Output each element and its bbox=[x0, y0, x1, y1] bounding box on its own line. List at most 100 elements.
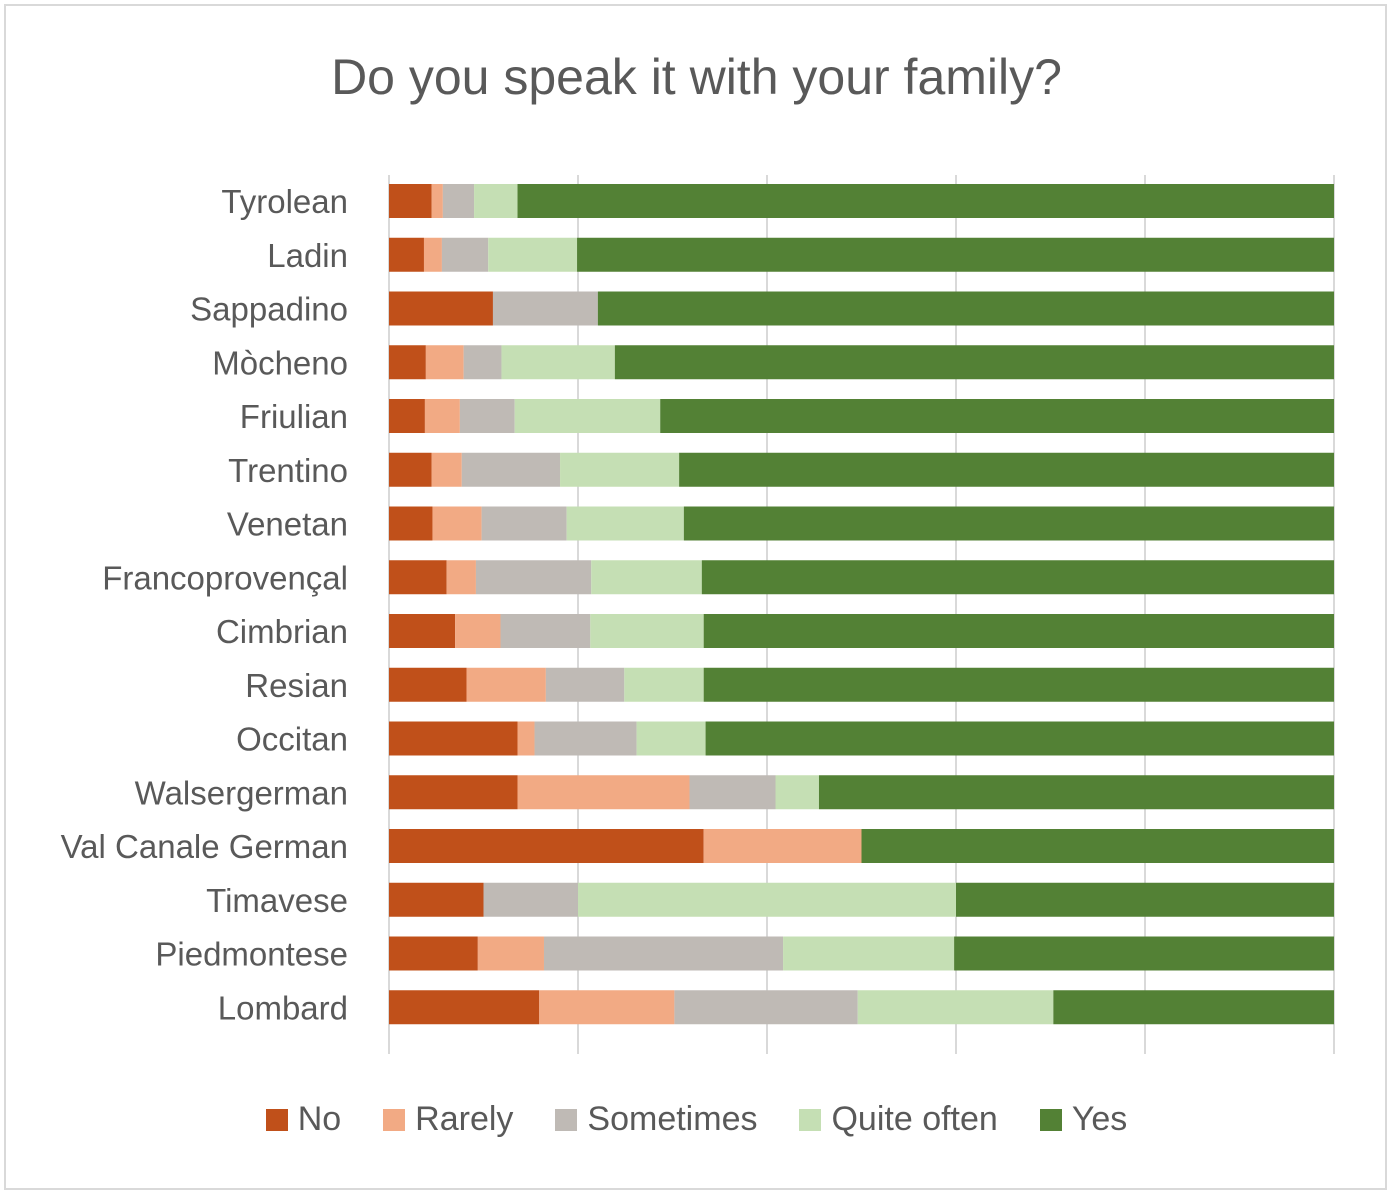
legend-label: Yes bbox=[1071, 1100, 1128, 1138]
bar-segment-no bbox=[389, 667, 467, 702]
bar-segment-rarely bbox=[446, 560, 476, 595]
category-label: Cimbrian bbox=[216, 613, 348, 650]
bar-segment-quite-often bbox=[857, 990, 1054, 1025]
bar-segment-quite-often bbox=[560, 452, 680, 487]
bar-segment-no bbox=[389, 882, 484, 917]
bar-segment-yes bbox=[679, 452, 1334, 487]
bar-segment-yes bbox=[577, 237, 1334, 272]
bar-segment-rarely bbox=[431, 184, 443, 218]
bar-segment-rarely bbox=[423, 237, 442, 272]
legend-label: Sometimes bbox=[587, 1100, 758, 1138]
bar-segment-rarely bbox=[425, 345, 464, 380]
bar-segment-rarely bbox=[455, 614, 501, 648]
category-label: Lombard bbox=[218, 989, 348, 1026]
bar-segment-yes bbox=[818, 775, 1334, 810]
legend-swatch bbox=[383, 1108, 406, 1131]
category-label: Tyrolean bbox=[221, 183, 348, 220]
category-label: Trentino bbox=[228, 452, 348, 489]
bar-segment-no bbox=[389, 345, 426, 380]
category-label: Friulian bbox=[240, 398, 348, 435]
bar-segment-sometimes bbox=[475, 560, 592, 595]
category-label: Timavese bbox=[206, 882, 348, 919]
bar-segment-sometimes bbox=[500, 614, 591, 648]
bar-segment-yes bbox=[861, 829, 1334, 863]
bar-segment-yes bbox=[703, 614, 1334, 648]
bar-segment-sometimes bbox=[442, 184, 475, 218]
chart-legend: No Rarely Sometimes Quite often Yes bbox=[0, 1100, 1393, 1139]
bar-segment-yes bbox=[701, 560, 1334, 595]
category-label: Resian bbox=[245, 667, 348, 704]
bar-segment-yes bbox=[705, 721, 1334, 756]
bar-segment-sometimes bbox=[441, 237, 489, 272]
bar-segment-no bbox=[389, 560, 447, 595]
bar-segment-sometimes bbox=[481, 506, 567, 541]
bar-segment-no bbox=[389, 184, 432, 218]
bar-segment-no bbox=[389, 614, 456, 648]
bar-segment-rarely bbox=[466, 667, 546, 702]
bar-segment-no bbox=[389, 291, 493, 326]
category-label: Occitan bbox=[236, 721, 348, 758]
bar-segment-sometimes bbox=[534, 721, 637, 756]
legend-swatch bbox=[265, 1108, 288, 1131]
category-label: Piedmontese bbox=[155, 936, 348, 973]
bar-segment-quite-often bbox=[591, 560, 702, 595]
bar-segment-sometimes bbox=[543, 936, 784, 971]
legend-item: Yes bbox=[1039, 1100, 1128, 1139]
bar-segment-no bbox=[389, 990, 540, 1025]
legend-item: No bbox=[265, 1100, 341, 1139]
bar-segment-rarely bbox=[477, 936, 544, 971]
legend-swatch bbox=[1039, 1108, 1062, 1131]
legend-item: Quite often bbox=[799, 1100, 998, 1139]
bar-segment-rarely bbox=[517, 721, 535, 756]
bar-segment-rarely bbox=[517, 775, 690, 810]
bar-segment-quite-often bbox=[590, 614, 704, 648]
bar-segment-yes bbox=[614, 345, 1334, 380]
bar-segment-sometimes bbox=[674, 990, 858, 1025]
category-label: Val Canale German bbox=[61, 828, 348, 865]
bar-segment-no bbox=[389, 506, 433, 541]
chart-title: Do you speak it with your family? bbox=[331, 49, 1062, 105]
bar-segment-sometimes bbox=[459, 399, 515, 433]
bar-segment-no bbox=[389, 237, 424, 272]
category-label: Walsergerman bbox=[135, 774, 348, 811]
bar-segment-quite-often bbox=[514, 399, 661, 433]
category-label: Venetan bbox=[227, 506, 348, 543]
legend-label: Rarely bbox=[415, 1100, 514, 1138]
bar-segment-rarely bbox=[539, 990, 675, 1025]
bar-segment-rarely bbox=[703, 829, 862, 863]
bar-segment-quite-often bbox=[474, 184, 518, 218]
legend-swatch bbox=[799, 1108, 822, 1131]
bar-segment-quite-often bbox=[783, 936, 955, 971]
bar-segment-no bbox=[389, 829, 704, 863]
bar-segment-sometimes bbox=[689, 775, 776, 810]
bar-segment-yes bbox=[956, 882, 1334, 917]
category-label: Ladin bbox=[267, 237, 348, 274]
bar-segment-yes bbox=[660, 399, 1334, 433]
category-label: Francoprovençal bbox=[102, 559, 348, 596]
bar-segment-yes bbox=[703, 667, 1334, 702]
bar-segment-yes bbox=[517, 184, 1334, 218]
bar-segment-no bbox=[389, 399, 425, 433]
bar-segment-no bbox=[389, 452, 432, 487]
bar-segment-quite-often bbox=[578, 882, 956, 917]
bar-segment-rarely bbox=[424, 399, 460, 433]
bar-segment-yes bbox=[683, 506, 1334, 541]
bar-segment-rarely bbox=[432, 506, 482, 541]
category-label: Sappadino bbox=[190, 291, 348, 328]
bar-segment-quite-often bbox=[636, 721, 706, 756]
bar-segment-sometimes bbox=[461, 452, 561, 487]
bar-segment-quite-often bbox=[566, 506, 684, 541]
bar-segment-yes bbox=[1053, 990, 1334, 1025]
bar-segment-sometimes bbox=[463, 345, 502, 380]
category-label: Mòcheno bbox=[212, 344, 348, 381]
bar-segment-quite-often bbox=[488, 237, 578, 272]
legend-swatch bbox=[555, 1108, 578, 1131]
bar-segment-no bbox=[389, 775, 518, 810]
bar-segment-quite-often bbox=[501, 345, 615, 380]
legend-label: Quite often bbox=[831, 1100, 998, 1138]
bar-segment-rarely bbox=[431, 452, 462, 487]
bar-segment-quite-often bbox=[775, 775, 819, 810]
legend-item: Sometimes bbox=[555, 1100, 757, 1139]
bar-segment-sometimes bbox=[545, 667, 625, 702]
